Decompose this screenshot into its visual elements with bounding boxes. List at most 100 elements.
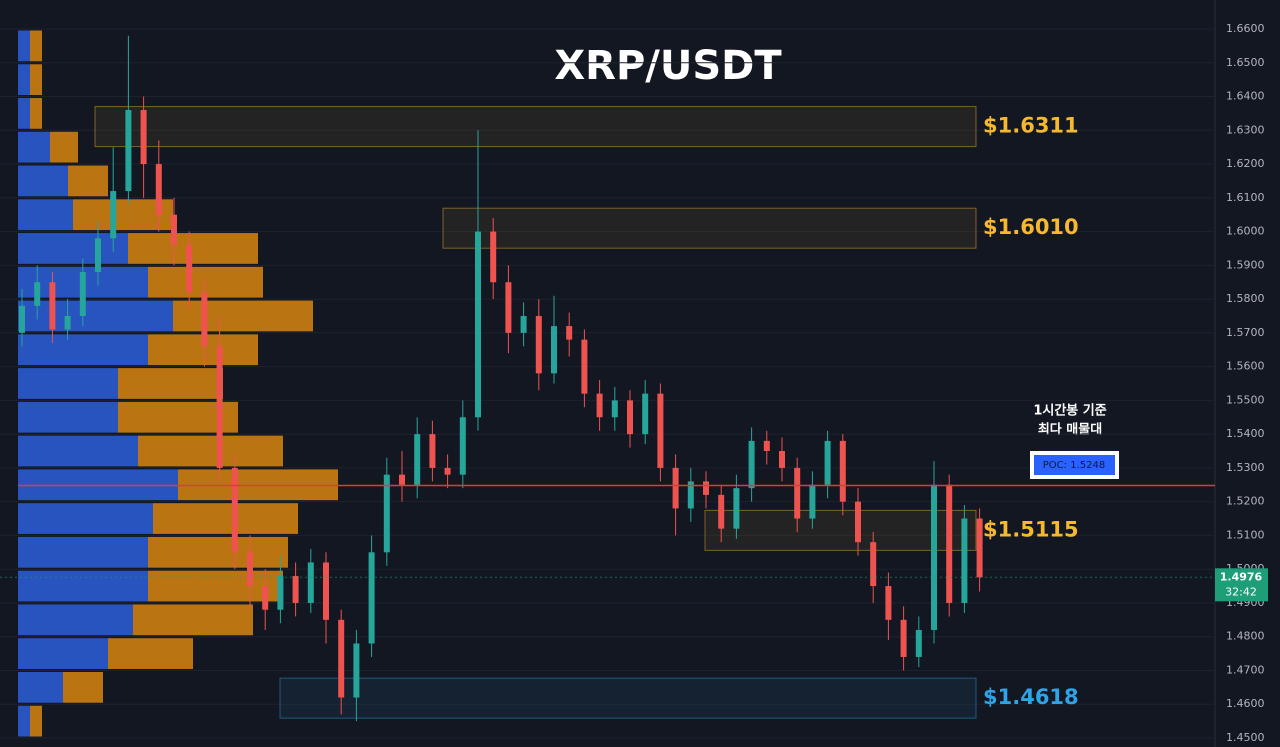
candle-body: [672, 467, 679, 509]
candle-body: [323, 562, 329, 620]
volume-buy: [18, 300, 173, 332]
candle-body: [277, 575, 284, 610]
volume-buy: [18, 536, 148, 568]
candle-body: [216, 346, 223, 468]
candle-body: [870, 542, 877, 587]
volume-sell: [68, 165, 108, 197]
candle-body: [171, 214, 177, 246]
volume-buy: [18, 233, 128, 264]
candle-body: [95, 238, 101, 273]
candle-body: [596, 393, 603, 418]
zone-label: $1.4618: [983, 685, 1079, 709]
candle-body: [49, 282, 56, 330]
candle-body: [718, 494, 725, 529]
candle-body: [459, 417, 466, 475]
candle-body: [292, 575, 299, 603]
poc-inner: [1034, 455, 1115, 475]
candle-body: [581, 339, 588, 394]
poc-label: POC: 1.5248: [1043, 460, 1105, 471]
countdown-label: 32:42: [1225, 585, 1257, 598]
volume-sell: [108, 638, 193, 669]
last-price-label: 1.4976: [1220, 570, 1263, 583]
y-tick-label: 1.4700: [1226, 663, 1265, 676]
candle-body: [657, 393, 664, 468]
candle-body: [946, 484, 953, 603]
candle-body: [885, 586, 892, 620]
candle-body: [505, 282, 512, 333]
volume-sell: [153, 503, 298, 534]
candle-body: [915, 629, 922, 657]
candle-body: [201, 292, 208, 347]
volume-buy: [18, 401, 118, 433]
volume-buy: [18, 131, 50, 163]
candle-body: [520, 315, 527, 333]
candle-body: [566, 326, 573, 340]
candle-body: [110, 191, 117, 239]
volume-sell: [30, 98, 42, 129]
volume-sell: [148, 570, 283, 602]
chart-title: XRP/USDT: [554, 43, 782, 89]
volume-buy: [18, 604, 133, 636]
candle-body: [125, 110, 132, 192]
zone-box: [279, 677, 977, 719]
volume-sell: [30, 705, 42, 737]
candle-body: [444, 467, 451, 475]
zone-label: $1.6010: [983, 215, 1079, 239]
candle-body: [611, 400, 618, 418]
candle-body: [429, 434, 436, 468]
candle-body: [247, 552, 253, 587]
candle-body: [809, 484, 816, 519]
y-tick-label: 1.5900: [1226, 258, 1265, 271]
volume-buy: [18, 30, 30, 62]
candle-body: [383, 474, 390, 553]
volume-sell: [173, 300, 313, 332]
candle-body: [353, 643, 360, 698]
volume-buy: [18, 98, 30, 129]
y-tick-label: 1.5400: [1226, 427, 1265, 440]
candle-body: [627, 400, 633, 435]
volume-buy: [18, 435, 138, 467]
candle-body: [687, 481, 694, 509]
volume-sell: [118, 368, 223, 399]
candle-body: [414, 434, 421, 485]
volume-buy: [18, 570, 148, 602]
volume-buy: [18, 503, 153, 534]
y-tick-label: 1.6100: [1226, 191, 1265, 204]
volume-sell: [30, 30, 42, 62]
y-tick-label: 1.6300: [1226, 123, 1265, 136]
zone-box: [704, 509, 977, 551]
candle-body: [961, 518, 968, 603]
volume-sell: [30, 64, 42, 96]
y-tick-label: 1.4500: [1226, 731, 1265, 744]
y-tick-label: 1.6500: [1226, 56, 1265, 69]
y-tick-label: 1.5500: [1226, 393, 1265, 406]
candle-body: [155, 164, 162, 215]
candle-body: [824, 440, 831, 485]
candle-body: [855, 501, 861, 543]
volume-sell: [138, 435, 283, 467]
candle-body: [186, 245, 193, 293]
candle-body: [490, 231, 497, 283]
y-tick-label: 1.4800: [1226, 630, 1265, 643]
candle-body: [763, 440, 770, 452]
candle-body: [551, 326, 557, 374]
annotation: 1시간봉 기준: [1033, 403, 1106, 419]
candle-body: [231, 467, 238, 553]
candle-body: [794, 467, 801, 519]
zone-label: $1.5115: [983, 517, 1079, 541]
volume-buy: [18, 638, 108, 669]
volume-sell: [133, 604, 253, 636]
volume-buy: [18, 165, 68, 197]
volume-sell: [50, 131, 78, 163]
candle-body: [733, 488, 740, 529]
candle-body: [140, 110, 147, 165]
candle-body: [64, 315, 71, 330]
y-tick-label: 1.5800: [1226, 292, 1265, 305]
zone-box: [94, 106, 977, 148]
y-tick-label: 1.6200: [1226, 157, 1265, 170]
candle-body: [779, 451, 785, 468]
candle-body: [475, 231, 481, 418]
volume-buy: [18, 368, 118, 399]
y-tick-label: 1.5100: [1226, 528, 1265, 541]
candle-body: [976, 518, 983, 578]
